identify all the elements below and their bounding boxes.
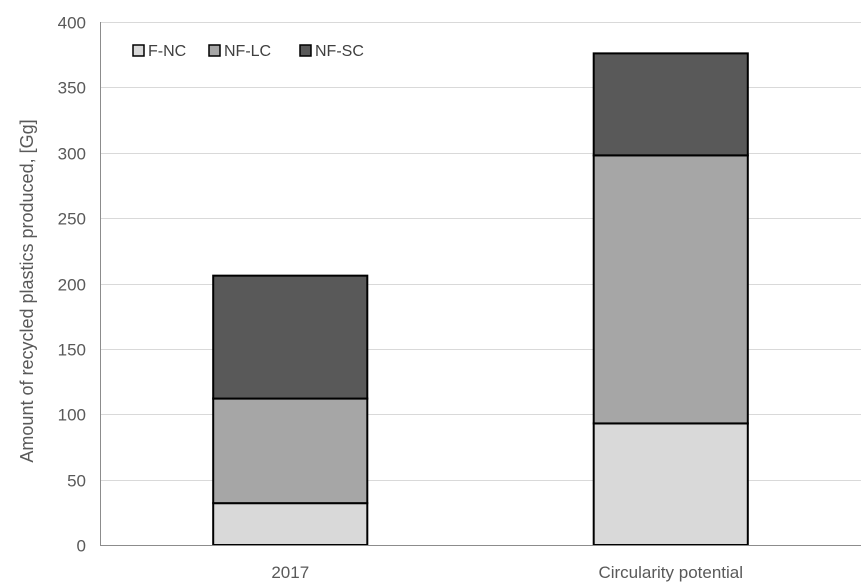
legend-label-nf-lc: NF-LC <box>224 43 271 60</box>
bars <box>212 52 749 547</box>
y-tick-label: 50 <box>67 472 86 491</box>
bar-segment-f-nc-0 <box>212 502 369 547</box>
legend-label-f-nc: F-NC <box>148 43 186 60</box>
y-tick-label: 0 <box>77 537 86 556</box>
bar-segment-nf-sc-0 <box>212 274 369 400</box>
y-tick-label: 300 <box>58 145 86 164</box>
y-tick-label: 100 <box>58 406 86 425</box>
y-axis-title: Amount of recycled plastics produced, [G… <box>17 119 37 462</box>
y-tick-label: 150 <box>58 341 86 360</box>
bar-segment-nf-lc-0 <box>212 397 369 505</box>
y-tick-label: 200 <box>58 276 86 295</box>
axes: 0 50 100 150 200 250 300 350 400 2017 Circularity … <box>58 14 861 582</box>
bar-segment-nf-lc-1 <box>592 154 749 425</box>
legend-label-nf-sc: NF-SC <box>315 43 364 60</box>
x-tick-label: 2017 <box>271 563 309 582</box>
legend-swatch-f-nc <box>132 44 145 57</box>
legend-swatch-nf-lc <box>208 44 221 57</box>
y-tick-label: 350 <box>58 79 86 98</box>
bar-segment-nf-sc-1 <box>592 52 749 157</box>
x-tick-label: Circularity potential <box>598 563 743 582</box>
y-tick-label: 250 <box>58 210 86 229</box>
y-tick-label: 400 <box>58 14 86 33</box>
bar-segment-f-nc-1 <box>592 422 749 546</box>
legend: F-NC NF-LC NF-SC <box>132 43 364 60</box>
legend-swatch-nf-sc <box>299 44 312 57</box>
